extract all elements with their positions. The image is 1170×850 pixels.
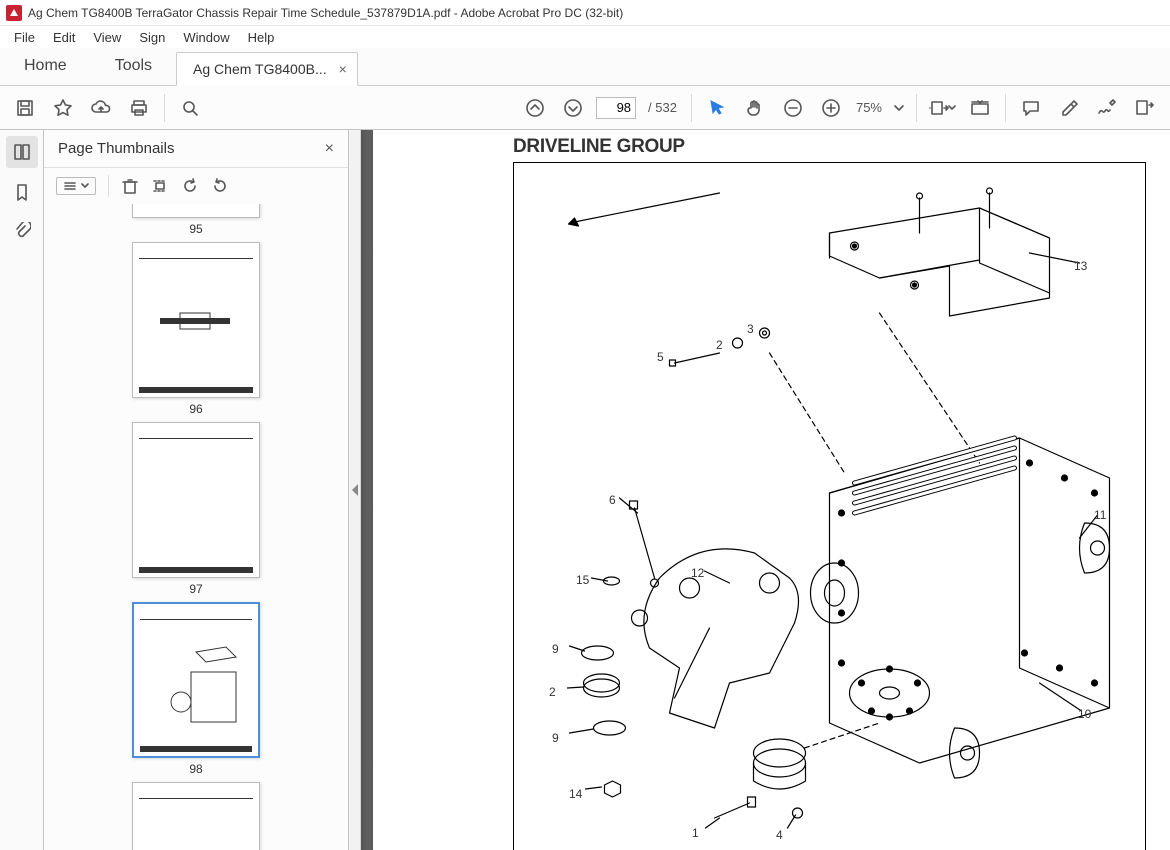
delete-page-icon[interactable] bbox=[121, 177, 139, 195]
thumbnails-header: Page Thumbnails × bbox=[44, 130, 348, 168]
thumbnails-panel: Page Thumbnails × 95 96 97 98 99 bbox=[44, 130, 349, 850]
thumbnail-page-95[interactable]: 95 bbox=[130, 204, 262, 236]
menu-edit[interactable]: Edit bbox=[45, 28, 83, 47]
menu-sign[interactable]: Sign bbox=[131, 28, 173, 47]
page-up-button[interactable] bbox=[520, 93, 550, 123]
print-button[interactable] bbox=[124, 93, 154, 123]
rail-attachments[interactable] bbox=[6, 216, 38, 248]
thumbnail-options[interactable] bbox=[56, 177, 96, 195]
select-tool[interactable] bbox=[702, 93, 732, 123]
document-page: DRIVELINE GROUP bbox=[373, 130, 1170, 850]
callout-2: 2 bbox=[716, 338, 723, 352]
rotate-ccw-icon[interactable] bbox=[181, 177, 199, 195]
sign-button[interactable] bbox=[1092, 93, 1122, 123]
tab-document-label: Ag Chem TG8400B... bbox=[193, 61, 327, 77]
page-total: / 532 bbox=[644, 100, 681, 115]
tab-tools[interactable]: Tools bbox=[91, 47, 176, 85]
callout-4: 4 bbox=[776, 828, 783, 842]
tab-document[interactable]: Ag Chem TG8400B... × bbox=[176, 52, 358, 86]
content: Page Thumbnails × 9596979899 DRIVELINE G… bbox=[0, 130, 1170, 850]
thumbnail-label: 98 bbox=[130, 762, 262, 776]
callout-15: 15 bbox=[576, 573, 589, 587]
zoom-value[interactable]: 75% bbox=[854, 100, 884, 115]
hand-tool[interactable] bbox=[740, 93, 770, 123]
thumbnail-page-99[interactable]: 99 bbox=[130, 782, 262, 850]
callout-12: 12 bbox=[691, 566, 704, 580]
rotate-cw-icon[interactable] bbox=[211, 177, 229, 195]
separator bbox=[108, 175, 109, 197]
separator bbox=[691, 94, 692, 122]
thumbnails-title: Page Thumbnails bbox=[58, 140, 325, 157]
fit-width-button[interactable] bbox=[927, 93, 957, 123]
thumbnails-toolbar bbox=[44, 168, 348, 204]
tab-home[interactable]: Home bbox=[0, 47, 91, 85]
save-button[interactable] bbox=[10, 93, 40, 123]
thumbnail-page-98[interactable]: 98 bbox=[130, 602, 262, 776]
read-mode-button[interactable] bbox=[965, 93, 995, 123]
rail-thumbnails[interactable] bbox=[6, 136, 38, 168]
tab-close-icon[interactable]: × bbox=[339, 61, 347, 77]
callout-3: 3 bbox=[747, 322, 754, 336]
close-panel-icon[interactable]: × bbox=[325, 140, 334, 158]
figure-frame: 133256111512929101414 bbox=[513, 162, 1146, 850]
separator bbox=[164, 94, 165, 122]
titlebar: Ag Chem TG8400B TerraGator Chassis Repai… bbox=[0, 0, 1170, 26]
comment-button[interactable] bbox=[1016, 93, 1046, 123]
separator bbox=[916, 94, 917, 122]
thumbnail-page-97[interactable]: 97 bbox=[130, 422, 262, 596]
more-tools-button[interactable] bbox=[1130, 93, 1160, 123]
thumbnail-label: 97 bbox=[130, 582, 262, 596]
callout-10: 10 bbox=[1078, 707, 1091, 721]
thumbnail-label: 95 bbox=[130, 222, 262, 236]
callout-5: 5 bbox=[657, 350, 664, 364]
menu-window[interactable]: Window bbox=[175, 28, 237, 47]
thumbnail-label: 96 bbox=[130, 402, 262, 416]
highlight-button[interactable] bbox=[1054, 93, 1084, 123]
callout-9: 9 bbox=[552, 731, 559, 745]
search-button[interactable] bbox=[175, 93, 205, 123]
menu-view[interactable]: View bbox=[85, 28, 129, 47]
callout-14: 14 bbox=[569, 787, 582, 801]
document-view[interactable]: DRIVELINE GROUP bbox=[361, 130, 1170, 850]
zoom-dropdown-icon[interactable] bbox=[892, 93, 906, 123]
menubar: File Edit View Sign Window Help bbox=[0, 26, 1170, 48]
zoom-out-button[interactable] bbox=[778, 93, 808, 123]
menu-help[interactable]: Help bbox=[240, 28, 283, 47]
app-icon bbox=[6, 5, 22, 21]
rail-bookmarks[interactable] bbox=[6, 176, 38, 208]
extract-page-icon[interactable] bbox=[151, 177, 169, 195]
separator bbox=[1005, 94, 1006, 122]
nav-rail bbox=[0, 130, 44, 850]
thumbnail-list[interactable]: 95 96 97 98 99 bbox=[44, 204, 348, 850]
page-down-button[interactable] bbox=[558, 93, 588, 123]
page-shadow bbox=[361, 130, 373, 850]
page-input[interactable] bbox=[596, 97, 636, 119]
cloud-button[interactable] bbox=[86, 93, 116, 123]
collapse-panel-handle[interactable] bbox=[349, 130, 361, 850]
callout-13: 13 bbox=[1074, 259, 1087, 273]
star-button[interactable] bbox=[48, 93, 78, 123]
callout-1: 1 bbox=[692, 826, 699, 840]
callout-9: 9 bbox=[552, 642, 559, 656]
toolbar: / 532 75% bbox=[0, 86, 1170, 130]
menu-file[interactable]: File bbox=[6, 28, 43, 47]
tabbar: Home Tools Ag Chem TG8400B... × bbox=[0, 48, 1170, 86]
zoom-in-button[interactable] bbox=[816, 93, 846, 123]
page-heading: DRIVELINE GROUP bbox=[373, 134, 1170, 162]
callout-2: 2 bbox=[549, 685, 556, 699]
window-title: Ag Chem TG8400B TerraGator Chassis Repai… bbox=[28, 6, 623, 20]
callout-6: 6 bbox=[609, 493, 616, 507]
callout-11: 11 bbox=[1094, 508, 1106, 522]
thumbnail-page-96[interactable]: 96 bbox=[130, 242, 262, 416]
